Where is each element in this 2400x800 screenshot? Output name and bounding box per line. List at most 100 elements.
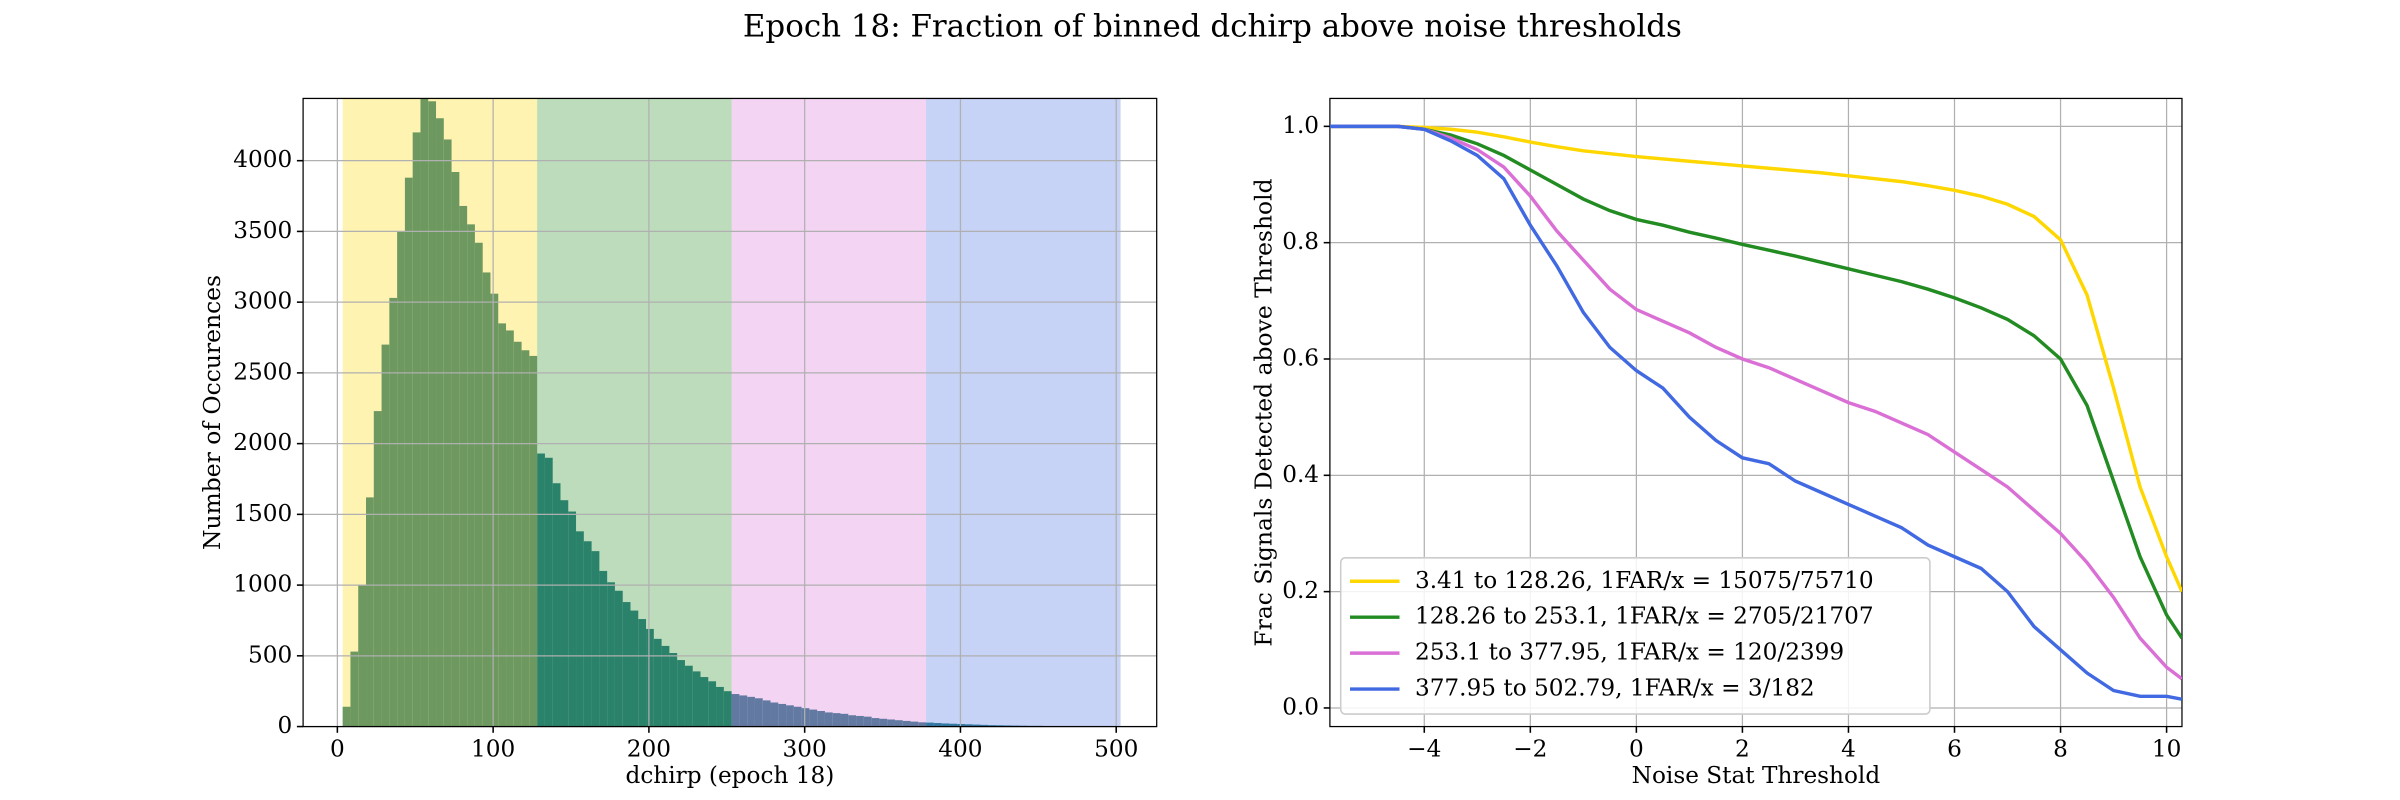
threshold-band: [342, 98, 538, 727]
grid: [303, 98, 1157, 728]
histogram-bar: [964, 724, 973, 727]
threshold-band: [926, 98, 1121, 727]
histogram-bar: [529, 355, 538, 727]
y-tick-label: 3500: [233, 217, 292, 244]
histogram-bar: [856, 715, 864, 727]
histogram-bar: [638, 619, 647, 727]
histogram-bar: [436, 118, 444, 727]
y-tick-label: 0.8: [1282, 228, 1319, 255]
figure-title: Epoch 18: Fraction of binned dchirp abov…: [743, 9, 1682, 45]
histogram-bar: [949, 723, 958, 727]
x-tick-label: 8: [2053, 735, 2068, 762]
histogram-bar: [786, 705, 794, 727]
plot-area: [1329, 124, 2182, 701]
histogram-bar: [513, 341, 522, 727]
x-tick-label: 300: [783, 735, 827, 762]
histogram-bar: [793, 706, 802, 727]
plot-frame: [1329, 97, 2183, 728]
histogram-bar: [342, 706, 351, 727]
chart: −4 −2 0 2 4 6 8 10 0.0 0.2 0.4 0.6 0.8 1.0 Noise Stat …: [1251, 97, 2183, 789]
threshold-band: [731, 98, 927, 727]
x-tick-label: 4: [1841, 735, 1856, 762]
x-tick-label: 100: [471, 735, 515, 762]
histogram-bar: [451, 172, 460, 727]
histogram-bar: [848, 715, 857, 727]
figure-body: Epoch 18: Fraction of binned dchirp abov…: [199, 9, 2183, 789]
histogram-bar: [661, 645, 670, 727]
y-tick-label: 2500: [233, 358, 292, 385]
histogram-bar: [607, 582, 615, 727]
x-tick-label: −2: [1513, 735, 1547, 762]
y-tick-label: 3000: [233, 288, 292, 315]
y-tick-label: 0.0: [1282, 693, 1319, 720]
histogram-bar: [381, 344, 390, 727]
histogram-bar: [926, 722, 934, 727]
histogram-bar: [366, 497, 374, 727]
histogram-bar: [459, 205, 468, 727]
histogram-bar: [824, 712, 833, 727]
x-tick-label: 0: [1629, 735, 1644, 762]
histogram-bar: [482, 272, 491, 727]
histogram-bar: [537, 453, 545, 727]
x-tick-label: −4: [1407, 735, 1441, 762]
histogram-bar: [474, 242, 483, 727]
histogram-bar: [941, 723, 950, 727]
histogram-bar: [591, 551, 600, 727]
y-tick-label: 1000: [233, 571, 292, 598]
histogram-bar: [879, 718, 888, 727]
series-line: [1329, 124, 2182, 701]
y-tick-label: 0.6: [1282, 344, 1319, 371]
legend: 3.41 to 128.26, 1FAR/x = 15075/75710 128.…: [1339, 557, 1931, 715]
legend-label: 128.26 to 253.1, 1FAR/x = 2705/21707: [1415, 603, 1874, 630]
histogram-bar: [490, 293, 499, 727]
y-tick-label: 1.0: [1282, 112, 1319, 139]
y-tick-label: 4000: [233, 146, 292, 173]
histogram-bar: [871, 718, 880, 727]
histogram-bar: [863, 716, 872, 727]
histogram-bar: [622, 602, 631, 727]
series-line: [1329, 124, 2182, 640]
histogram-bar: [832, 713, 841, 727]
histogram-bar: [980, 724, 989, 727]
y-tick-label: 0.4: [1282, 461, 1319, 488]
histogram-bar: [778, 703, 787, 727]
histogram-bar: [708, 681, 717, 727]
histogram-bar: [552, 483, 561, 727]
histogram-bar: [684, 665, 693, 727]
x-tick-label: 500: [1094, 735, 1138, 762]
x-tick-label: 0: [330, 735, 345, 762]
histogram-bar: [412, 132, 421, 727]
y-tick-label: 1500: [233, 500, 292, 527]
x-axis-label: Noise Stat Threshold: [1632, 762, 1881, 789]
histogram-bar: [521, 350, 530, 727]
y-tick-label: 0: [278, 712, 293, 739]
y-tick-label: 2000: [233, 429, 292, 456]
histogram-bar: [910, 721, 919, 727]
histogram-bar: [716, 686, 724, 727]
histogram-bar: [576, 531, 584, 727]
x-tick-label: 200: [627, 735, 671, 762]
legend-label: 3.41 to 128.26, 1FAR/x = 15075/75710: [1415, 567, 1874, 594]
histogram-bar: [894, 720, 903, 727]
histogram-bar: [420, 98, 429, 727]
x-tick-label: 2: [1735, 735, 1750, 762]
histogram-bar: [397, 231, 405, 727]
histogram-bar: [731, 694, 740, 727]
x-tick-label: 400: [938, 735, 982, 762]
histogram-bar: [739, 695, 748, 727]
histogram-bar: [583, 541, 592, 727]
y-axis-label: Number of Occurences: [199, 275, 226, 550]
histogram-bar: [404, 177, 413, 727]
histogram-bar: [801, 708, 810, 727]
legend-label: 253.1 to 377.95, 1FAR/x = 120/2399: [1415, 639, 1844, 666]
series-line: [1329, 124, 2182, 593]
histogram-bar: [747, 696, 755, 727]
histogram-bar: [560, 500, 569, 727]
chart: 0 100 200 300 400 500 0 500 1000 1500 2000 2500 3000…: [199, 97, 1158, 789]
threshold-band: [537, 98, 732, 727]
histogram-bar: [988, 725, 997, 727]
histogram-bar: [770, 702, 779, 727]
histogram-bar: [443, 139, 452, 727]
histogram-bar: [809, 709, 818, 727]
